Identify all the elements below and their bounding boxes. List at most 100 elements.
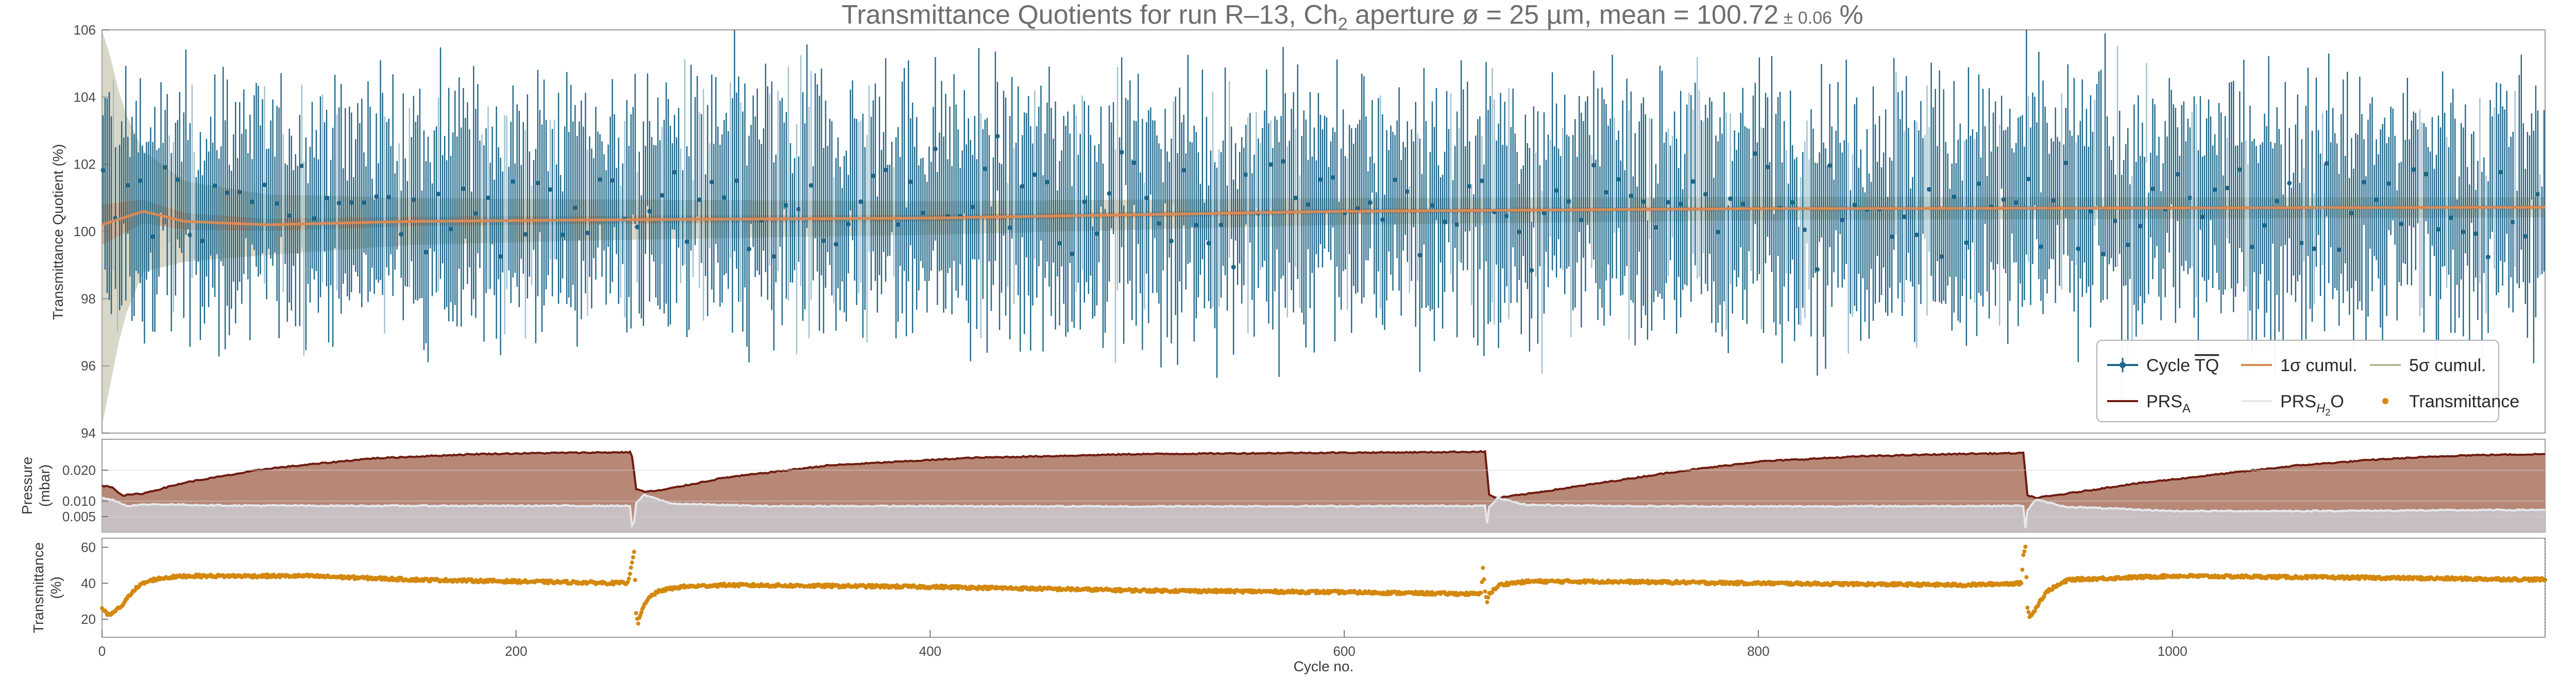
y-tick-label-middle: 0.005 — [62, 509, 96, 524]
transmittance-point — [1483, 589, 1487, 594]
transmittance-point — [636, 621, 640, 626]
cycle-point — [2535, 192, 2540, 197]
cycle-point — [2113, 218, 2118, 223]
legend-label-text: PRS — [2146, 392, 2182, 411]
cycle-point — [1070, 252, 1075, 256]
cycle-point — [1952, 194, 1957, 200]
cycle-point — [2473, 231, 2478, 236]
cycle-point — [2200, 214, 2205, 220]
transmittance-point — [2022, 549, 2027, 554]
legend-label-text: Transmittance — [2409, 392, 2519, 411]
cycle-point — [2386, 181, 2392, 186]
cycle-point — [560, 233, 565, 237]
cycle-point — [1914, 233, 1919, 238]
cycle-point — [2461, 229, 2466, 235]
cycle-point — [2249, 244, 2255, 250]
cycle-point — [2138, 224, 2143, 229]
cycle-point — [1802, 227, 1807, 233]
cycle-point — [1032, 172, 1037, 177]
cycle-point — [1107, 191, 1112, 196]
cycle-point — [895, 222, 901, 227]
legend-item: PRSH2O — [2241, 392, 2344, 418]
cycle-point — [2448, 215, 2453, 220]
transmittance-point — [633, 578, 637, 583]
y-tick-label-bottom: 40 — [81, 575, 96, 591]
cycle-point — [2237, 167, 2242, 172]
title-unit: % — [1832, 0, 1863, 30]
title-subscript: 2 — [1338, 14, 1348, 34]
cycle-point — [138, 178, 143, 183]
transmittance-point — [631, 555, 635, 559]
chart-title: Transmittance Quotients for run R–13, Ch… — [841, 0, 1863, 34]
cycle-point — [1579, 218, 1584, 223]
legend-item: PRSA — [2107, 392, 2191, 416]
legend-swatch — [2382, 398, 2388, 404]
legend-label: PRSH2O — [2280, 392, 2344, 418]
cycle-point — [2125, 242, 2130, 247]
cycle-point — [212, 183, 217, 188]
legend-box — [2096, 340, 2499, 422]
cycle-point — [1367, 200, 1372, 205]
transmittance-point — [639, 610, 643, 615]
cycle-point — [1964, 240, 1969, 245]
prs-h2o-fill — [102, 494, 2545, 532]
cycle-point — [1094, 231, 1099, 236]
cycle-point — [2100, 252, 2106, 257]
cycle-point — [548, 187, 553, 192]
cycle-point — [871, 173, 876, 178]
cycle-point — [1442, 219, 1447, 224]
cycle-point — [1790, 200, 1795, 205]
cycle-point — [448, 226, 453, 231]
legend: Cycle TQ 1σ cumul. 5σ cumul. PRSA PRSH2O Tran… — [2096, 340, 2519, 422]
cycle-point — [399, 231, 404, 237]
cycle-point — [287, 213, 292, 218]
cycle-point — [1889, 234, 1894, 239]
cycle-point — [2225, 186, 2230, 191]
transmittance-point — [629, 566, 633, 570]
cycle-point — [1902, 214, 1907, 219]
legend-label: 5σ cumul. — [2409, 356, 2486, 375]
y-axis-label-top: Transmittance Quotient (%) — [50, 144, 66, 320]
cycle-point — [2076, 246, 2081, 251]
y-tick-label-middle: 0.020 — [62, 462, 96, 478]
legend-label-text: PRS — [2280, 392, 2316, 411]
cycle-point — [1430, 203, 1435, 208]
cycle-point — [1815, 267, 1820, 272]
cycle-point — [2361, 179, 2366, 185]
cycle-point — [1020, 184, 1025, 189]
transmittance-point — [2023, 544, 2028, 549]
cycle-point — [2188, 195, 2193, 201]
legend-item: Transmittance — [2382, 392, 2519, 411]
cycle-point — [1517, 229, 1522, 235]
cycle-point — [684, 239, 689, 244]
cycle-point — [1169, 238, 1174, 243]
transmittance-point — [1490, 590, 1495, 595]
cycle-point — [1616, 177, 1621, 182]
cycle-point — [1131, 160, 1137, 165]
legend-item: Cycle TQ — [2107, 356, 2219, 375]
cycle-point — [1454, 222, 1460, 227]
title-text: aperture ø = 25 µm, mean = 100.72 — [1348, 0, 1778, 30]
transmittance-point — [2024, 575, 2029, 579]
legend-label-sub2: 2 — [2325, 407, 2330, 418]
legend-item: 5σ cumul. — [2370, 356, 2486, 375]
cycle-point — [1045, 179, 1049, 185]
cycle-point — [2287, 180, 2292, 186]
cycle-point — [2312, 246, 2317, 251]
sigma1-line — [101, 206, 2545, 226]
cycle-point — [511, 179, 516, 184]
cycle-point — [423, 250, 429, 255]
cycle-point — [1666, 200, 1671, 205]
y-axis-label-line: Pressure — [19, 457, 35, 515]
legend-item: 1σ cumul. — [2241, 356, 2357, 375]
cycle-point — [2436, 227, 2441, 232]
cycle-point — [275, 201, 280, 206]
cycle-point — [883, 168, 888, 173]
y-axis-label-line: (mbar) — [37, 465, 53, 507]
cycle-point — [535, 180, 540, 186]
legend-label-tail: O — [2330, 392, 2344, 411]
top-panel: 94 96 98 100 102 104 106 — [74, 22, 2545, 441]
cycle-point — [672, 170, 677, 175]
legend-label-overline: TQ — [2195, 356, 2219, 375]
cycle-point — [125, 183, 130, 188]
